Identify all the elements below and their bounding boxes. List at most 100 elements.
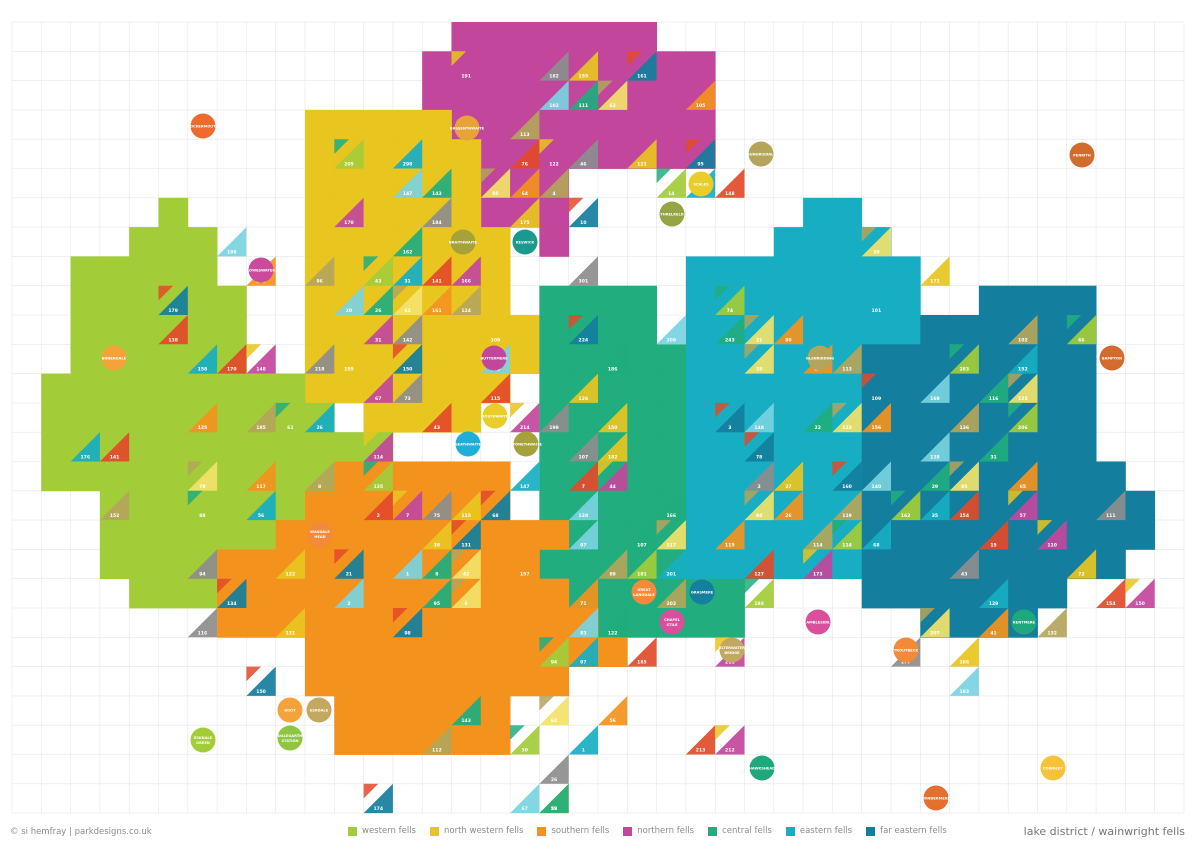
fell-cell-southern [363,608,394,638]
fell-cell-far-eastern [949,608,980,638]
town-marker[interactable] [101,345,127,371]
town-marker[interactable] [277,725,303,751]
fell-number: 134 [227,601,237,607]
fell-number: 156 [872,425,882,431]
fell-triangle [568,139,598,169]
fell-triangle [1037,520,1067,550]
fell-number: 43 [434,425,440,431]
fell-cell-central [627,432,657,462]
fell-triangle [363,315,393,345]
fell-triangle [1037,608,1067,638]
fell-cell-southern [334,637,364,667]
town-marker[interactable] [749,755,775,781]
town-marker[interactable] [190,113,216,139]
town-label: GREAT [637,588,651,592]
fell-triangle-small [539,695,555,711]
fell-cell-far-eastern [949,373,980,404]
fell-number: 68 [492,513,498,519]
town-marker[interactable] [688,171,714,197]
fell-number: 64 [522,191,528,197]
fell-triangle [510,783,540,814]
town-marker[interactable] [893,637,919,663]
legend-label: north western fells [443,826,524,836]
fell-cell-eastern [861,256,892,287]
fell-cell-central [539,461,570,492]
town-label: BOOT [284,709,296,713]
town-marker[interactable] [1069,142,1095,168]
fell-cell-eastern [773,373,804,404]
fell-cell-central [568,344,599,374]
fell-triangle [217,578,247,608]
town-marker[interactable] [450,229,476,255]
fell-cell-southern [422,637,452,667]
town-marker[interactable] [512,229,538,255]
town-label: MUNGRISDALE [746,153,776,157]
town-marker[interactable] [807,345,833,371]
fell-cell-western [217,432,247,462]
fell-triangle-small [715,402,730,418]
town-marker[interactable] [277,697,303,723]
town-marker[interactable] [306,697,332,723]
fell-cell-southern [480,725,511,755]
fell-cell-far-eastern [1066,520,1097,550]
town-marker[interactable] [190,727,216,753]
fell-cell-northern [539,197,570,228]
fell-number: 170 [227,367,237,373]
fell-triangle-small [451,51,467,66]
fell-cell-southern [480,520,511,550]
town-marker[interactable] [1011,609,1037,635]
town-marker[interactable] [307,521,333,547]
fell-number: 166 [666,513,676,519]
town-marker[interactable] [805,609,831,635]
fell-number: 112 [432,748,442,754]
legend: western fells north western fells southe… [348,826,947,836]
fell-cell-western [129,402,159,433]
map-title: lake district / wainwright fells [1023,825,1185,838]
town-marker[interactable] [631,579,657,605]
town-marker[interactable] [1040,755,1066,781]
town-label: WASDALE [310,530,330,534]
town-marker[interactable] [1099,345,1125,371]
fell-cell-western [158,197,189,228]
town-marker[interactable] [481,345,507,371]
fell-number: 182 [549,74,559,80]
fell-number: 95 [434,601,440,607]
town-marker[interactable] [454,115,480,141]
fell-triangle-small [187,461,203,477]
fell-cell-far-eastern [1037,578,1068,609]
fell-triangle [598,344,628,374]
town-marker[interactable] [659,609,685,635]
fell-number: 162 [901,513,911,519]
fell-triangle-small [158,285,174,301]
town-marker[interactable] [248,257,274,283]
town-marker[interactable] [513,431,539,457]
fell-cell-northern [656,80,687,111]
town-marker[interactable] [923,785,949,811]
town-label: STONETHWAITE [510,443,542,447]
fell-number: 162 [403,249,413,255]
fell-cell-western [41,402,71,433]
town-marker[interactable] [455,431,481,457]
town-marker[interactable] [748,141,774,167]
fell-cell-western [158,432,189,462]
fell-triangle [685,725,716,755]
fell-triangle [510,461,540,491]
fell-cell-southern [510,637,540,667]
legend-item-southern: southern fells [537,826,609,836]
fell-cell-western [129,578,159,609]
town-marker[interactable] [689,579,715,605]
town-marker[interactable] [659,201,685,227]
fell-triangle [744,432,774,462]
legend-label: western fells [362,826,416,836]
fell-triangle [392,344,423,374]
fell-triangle [744,315,774,345]
fell-triangle [217,344,247,374]
fell-cell-central [627,285,657,316]
fell-triangle [627,549,657,579]
town-marker[interactable] [719,637,745,663]
fell-number: 155 [344,367,354,373]
site-link[interactable]: parkdesigns.co.uk [74,827,152,837]
town-marker[interactable] [482,403,508,429]
fell-triangle [334,197,364,228]
fell-cell-eastern [744,373,775,404]
